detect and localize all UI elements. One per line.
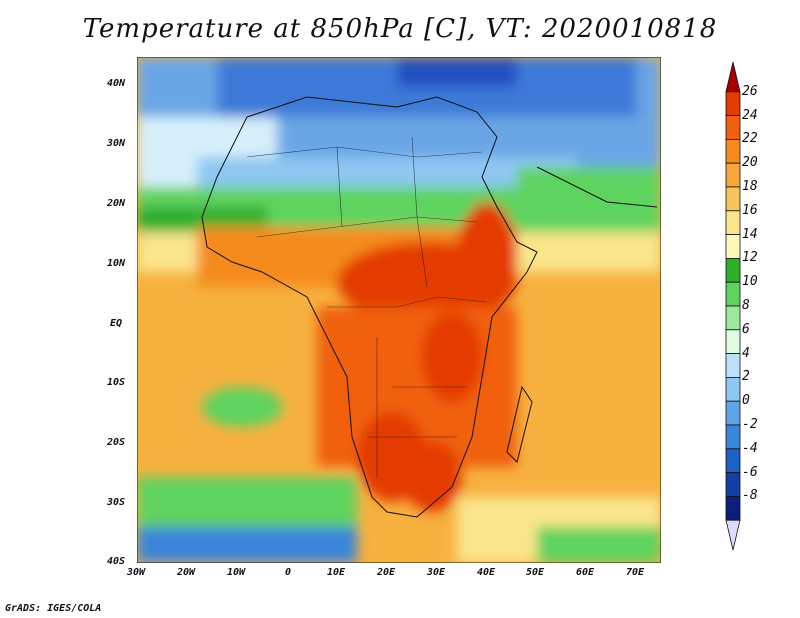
lat-label: 10N (107, 258, 126, 269)
lon-label: 50E (526, 567, 545, 578)
lon-label: 30W (127, 567, 146, 578)
colorbar-swatch (725, 495, 741, 521)
temperature-map (136, 56, 662, 564)
colorbar-tick-label: -2 (742, 417, 758, 432)
chart-title: Temperature at 850hPa [C], VT: 202001081… (82, 14, 718, 44)
lat-label: 40S (107, 556, 126, 567)
country-borders (246, 136, 488, 477)
colorbar-tick-label: 6 (742, 321, 750, 337)
colorbar-tick-label: 4 (742, 345, 750, 361)
lat-label: 20N (107, 198, 126, 209)
map-canvas (136, 56, 662, 564)
lat-label: 10S (107, 377, 126, 388)
colorbar-swatch (725, 424, 741, 450)
lon-label: 20W (177, 567, 196, 578)
colorbar-swatch (725, 115, 741, 140)
colorbar-tick-label: 22 (742, 131, 758, 147)
colorbar-tick-label: 10 (742, 274, 758, 290)
lat-label: 40N (107, 78, 126, 89)
colorbar-tick-label: 24 (742, 107, 758, 123)
lat-label: 30S (107, 497, 126, 508)
colorbar-swatch (725, 472, 741, 497)
lon-label: 10E (327, 567, 346, 578)
colorbar-swatch (725, 305, 741, 331)
colorbar-swatch (725, 353, 741, 378)
coastlines (201, 96, 658, 518)
colorbar-swatch (725, 448, 741, 473)
colorbar-swatch (725, 139, 741, 164)
lon-label: 20E (377, 567, 396, 578)
colorbar-swatch (725, 162, 741, 188)
colorbar (725, 61, 741, 551)
colorbar-tick-label: 8 (742, 298, 750, 313)
colorbar-swatch (725, 91, 741, 116)
colorbar-tick-label: 0 (742, 393, 750, 409)
lon-label: 0 (285, 567, 292, 578)
lon-label: 60E (576, 567, 595, 578)
colorbar-swatch (725, 519, 741, 551)
colorbar-swatch (725, 257, 741, 283)
colorbar-tick-label: 26 (742, 83, 758, 99)
lon-label: 70E (626, 567, 645, 578)
colorbar-swatch (725, 234, 741, 259)
colorbar-tick-label: 14 (742, 226, 758, 242)
colorbar-swatch (725, 281, 741, 307)
colorbar-swatch (725, 376, 741, 402)
lon-label: 30E (427, 567, 446, 578)
atlantic-cool-patch (202, 387, 282, 427)
colorbar-tick-label: 18 (742, 179, 758, 194)
colorbar-tick-label: 20 (742, 155, 758, 171)
lat-label: EQ (110, 318, 123, 329)
lon-label: 10W (227, 567, 246, 578)
colorbar-swatch (725, 400, 741, 426)
footer-credit: GrADS: IGES/COLA (5, 603, 102, 614)
lat-label: 30N (107, 138, 126, 149)
colorbar-swatch (725, 186, 741, 212)
colorbar-swatch (725, 210, 741, 236)
colorbar-tick-label: -6 (742, 464, 758, 480)
colorbar-tick-label: 2 (742, 369, 750, 385)
colorbar-tick-label: 12 (742, 250, 758, 266)
colorbar-tick-label: -4 (742, 440, 758, 456)
colorbar-tick-label: -8 (742, 488, 758, 504)
lon-label: 40E (477, 567, 496, 578)
colorbar-swatch (725, 61, 741, 93)
lat-label: 20S (107, 437, 126, 448)
colorbar-swatch (725, 329, 741, 354)
colorbar-tick-label: 16 (742, 202, 758, 218)
